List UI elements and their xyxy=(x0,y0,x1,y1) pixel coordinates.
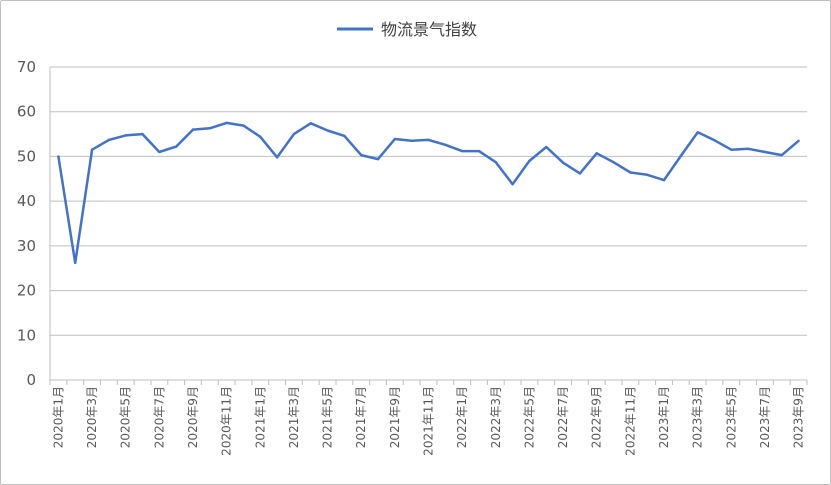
data-point xyxy=(780,153,783,157)
x-tick-label: 2021年1月 xyxy=(253,386,267,448)
data-point xyxy=(275,156,279,159)
x-tick-label: 2021年11月 xyxy=(422,386,436,456)
data-point xyxy=(158,150,161,154)
data-point xyxy=(713,139,716,142)
data-point xyxy=(595,152,598,155)
data-point xyxy=(208,127,212,130)
y-axis-ticks: 0 10 20 30 40 50 60 70 xyxy=(17,58,36,389)
x-axis: 2020年1月 2020年3月 2020年5月 2020年7月 2020年9月 2020年… xyxy=(49,67,808,456)
data-point xyxy=(696,131,699,134)
data-point xyxy=(578,172,582,175)
legend: 物流景气指数 xyxy=(337,20,477,39)
data-point xyxy=(292,132,296,136)
x-tick-label: 2020年3月 xyxy=(85,386,99,448)
x-tick-label: 2020年7月 xyxy=(152,386,166,448)
data-point xyxy=(74,261,77,265)
data-point xyxy=(90,148,94,151)
data-point xyxy=(444,143,447,147)
x-tick-label: 2020年5月 xyxy=(119,386,133,448)
x-tick-label: 2023年7月 xyxy=(758,386,772,448)
y-tick-label: 40 xyxy=(17,192,36,210)
data-point xyxy=(225,121,228,125)
data-point xyxy=(477,149,481,153)
data-point xyxy=(141,132,144,136)
data-point xyxy=(326,129,329,132)
x-tick-label: 2020年9月 xyxy=(186,386,200,448)
data-point xyxy=(679,154,683,158)
data-point xyxy=(427,138,430,142)
y-tick-label: 20 xyxy=(17,282,36,300)
x-tick-label: 2020年1月 xyxy=(51,386,65,448)
x-tick-label: 2021年5月 xyxy=(321,386,335,448)
y-tick-label: 50 xyxy=(17,147,36,165)
data-point xyxy=(191,128,195,131)
x-tick-label: 2023年9月 xyxy=(792,386,806,448)
x-tick-label: 2021年9月 xyxy=(388,386,402,448)
x-tick-label: 2022年5月 xyxy=(522,386,536,448)
y-tick-label: 60 xyxy=(17,103,36,121)
x-tick-label: 2022年11月 xyxy=(623,386,637,456)
data-point xyxy=(107,138,111,142)
series-line xyxy=(57,121,800,265)
data-point xyxy=(393,137,397,141)
data-point xyxy=(746,147,750,151)
data-point xyxy=(242,124,245,127)
series-layer xyxy=(57,121,800,265)
data-point xyxy=(376,157,380,161)
x-tick-label: 2023年3月 xyxy=(691,386,705,448)
data-point xyxy=(309,122,312,125)
data-point xyxy=(545,145,548,149)
data-point xyxy=(528,159,531,163)
data-point xyxy=(645,173,649,176)
y-tick-label: 0 xyxy=(26,371,36,389)
data-point xyxy=(662,178,666,182)
data-point xyxy=(629,171,632,174)
data-point xyxy=(511,182,514,186)
data-point xyxy=(612,161,615,164)
data-point xyxy=(797,139,800,142)
x-tick-label: 2022年7月 xyxy=(556,386,570,448)
data-point xyxy=(360,153,363,157)
y-tick-label: 30 xyxy=(17,237,36,255)
data-point xyxy=(460,149,464,153)
data-point xyxy=(494,161,497,164)
x-tick-label: 2022年9月 xyxy=(590,386,604,448)
data-point xyxy=(730,148,733,151)
y-tick-label: 10 xyxy=(17,326,36,344)
y-tick-label: 70 xyxy=(17,58,36,76)
data-point xyxy=(259,135,262,138)
legend-label: 物流景气指数 xyxy=(381,20,477,39)
data-point xyxy=(124,134,127,137)
x-tick-label: 2022年1月 xyxy=(455,386,469,448)
x-tick-label: 2022年3月 xyxy=(489,386,503,448)
data-point xyxy=(561,161,565,164)
x-tick-label: 2023年1月 xyxy=(657,386,671,448)
data-point xyxy=(174,145,178,148)
x-tick-label: 2023年5月 xyxy=(724,386,738,448)
x-tick-label: 2021年7月 xyxy=(354,386,368,448)
data-point xyxy=(763,150,767,154)
x-tick-label: 2021年3月 xyxy=(287,386,301,448)
data-point xyxy=(343,134,346,138)
gridlines xyxy=(50,66,807,336)
data-point xyxy=(410,139,413,142)
data-point xyxy=(57,155,60,158)
x-tick-label: 2020年11月 xyxy=(220,386,234,456)
